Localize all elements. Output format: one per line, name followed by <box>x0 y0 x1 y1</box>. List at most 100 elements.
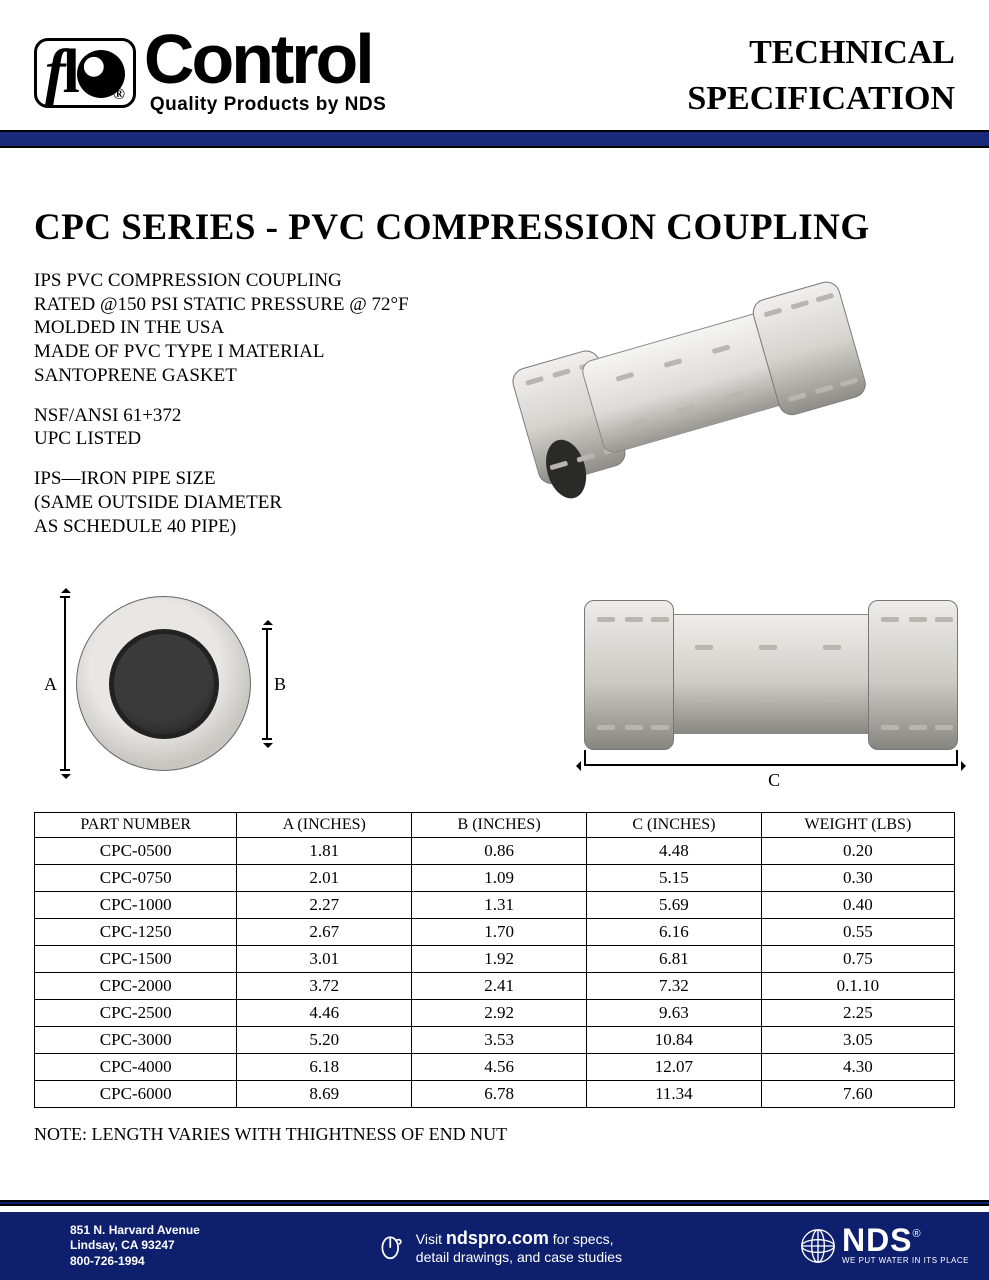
tagline: Quality Products by NDS <box>150 94 386 116</box>
mouse-icon <box>378 1232 406 1260</box>
col-header: A (INCHES) <box>237 813 412 838</box>
table-row: CPC-15003.011.926.810.75 <box>35 946 955 973</box>
col-header: PART NUMBER <box>35 813 237 838</box>
table-cell: 9.63 <box>586 1000 761 1027</box>
table-row: CPC-12502.671.706.160.55 <box>35 919 955 946</box>
col-header: WEIGHT (LBS) <box>761 813 954 838</box>
table-cell: CPC-1000 <box>35 892 237 919</box>
table-cell: CPC-2500 <box>35 1000 237 1027</box>
table-cell: 4.48 <box>586 838 761 865</box>
nds-logo: NDS® WE PUT WATER IN ITS PLACE <box>800 1228 969 1265</box>
control-word: Control <box>144 30 386 90</box>
table-row: CPC-10002.271.315.690.40 <box>35 892 955 919</box>
table-cell: 2.27 <box>237 892 412 919</box>
end-view-diagram: A B <box>34 574 270 794</box>
table-cell: 4.56 <box>412 1054 587 1081</box>
dim-c: C <box>768 770 780 791</box>
table-cell: 5.69 <box>586 892 761 919</box>
table-cell: 2.67 <box>237 919 412 946</box>
table-cell: 11.34 <box>586 1081 761 1108</box>
footer-address: 851 N. Harvard Avenue Lindsay, CA 93247 … <box>70 1223 200 1270</box>
visit-post1: for specs, <box>553 1231 614 1247</box>
table-cell: 0.30 <box>761 865 954 892</box>
nds-reg: ® <box>913 1228 921 1240</box>
footer-visit: Visit ndspro.com for specs, detail drawi… <box>378 1228 622 1265</box>
visit-pre: Visit <box>416 1231 442 1247</box>
spec-block-3: IPS—IRON PIPE SIZE (SAME OUTSIDE DIAMETE… <box>34 467 454 538</box>
header: fl ® Control Quality Products by NDS TEC… <box>34 30 955 122</box>
logo-block: fl ® Control Quality Products by NDS <box>34 30 386 116</box>
table-cell: 2.41 <box>412 973 587 1000</box>
table-cell: 0.86 <box>412 838 587 865</box>
dim-b: B <box>274 674 286 695</box>
doc-title-line2: SPECIFICATION <box>687 76 955 122</box>
table-cell: 1.81 <box>237 838 412 865</box>
addr-line2: Lindsay, CA 93247 <box>70 1238 200 1254</box>
table-cell: CPC-1250 <box>35 919 237 946</box>
table-cell: 8.69 <box>237 1081 412 1108</box>
table-row: CPC-30005.203.5310.843.05 <box>35 1027 955 1054</box>
table-row: CPC-20003.722.417.320.1.10 <box>35 973 955 1000</box>
table-cell: CPC-6000 <box>35 1081 237 1108</box>
table-cell: 10.84 <box>586 1027 761 1054</box>
table-cell: 4.46 <box>237 1000 412 1027</box>
nds-tagline: WE PUT WATER IN ITS PLACE <box>842 1256 969 1265</box>
registered-mark: ® <box>113 88 125 102</box>
table-cell: 0.1.10 <box>761 973 954 1000</box>
globe-icon <box>800 1228 836 1264</box>
table-row: CPC-60008.696.7811.347.60 <box>35 1081 955 1108</box>
table-row: CPC-05001.810.864.480.20 <box>35 838 955 865</box>
table-note: NOTE: LENGTH VARIES WITH THIGHTNESS OF E… <box>34 1124 955 1145</box>
table-cell: 6.18 <box>237 1054 412 1081</box>
table-cell: CPC-3000 <box>35 1027 237 1054</box>
col-header: C (INCHES) <box>586 813 761 838</box>
table-cell: 7.60 <box>761 1081 954 1108</box>
product-iso-photo <box>478 269 878 529</box>
table-cell: 3.53 <box>412 1027 587 1054</box>
table-cell: CPC-4000 <box>35 1054 237 1081</box>
addr-line3: 800-726-1994 <box>70 1254 200 1270</box>
table-cell: 3.72 <box>237 973 412 1000</box>
table-cell: 0.55 <box>761 919 954 946</box>
table-cell: 1.09 <box>412 865 587 892</box>
footer: 851 N. Harvard Avenue Lindsay, CA 93247 … <box>0 1200 989 1280</box>
table-cell: 5.15 <box>586 865 761 892</box>
side-view-diagram: C <box>578 584 955 794</box>
table-cell: CPC-1500 <box>35 946 237 973</box>
table-cell: 2.01 <box>237 865 412 892</box>
table-row: CPC-07502.011.095.150.30 <box>35 865 955 892</box>
table-cell: CPC-2000 <box>35 973 237 1000</box>
table-cell: 0.75 <box>761 946 954 973</box>
table-cell: 12.07 <box>586 1054 761 1081</box>
table-cell: 0.20 <box>761 838 954 865</box>
flo-logo: fl ® <box>34 38 136 108</box>
table-cell: CPC-0750 <box>35 865 237 892</box>
table-cell: 5.20 <box>237 1027 412 1054</box>
table-cell: 2.25 <box>761 1000 954 1027</box>
table-row: CPC-25004.462.929.632.25 <box>35 1000 955 1027</box>
doc-title-line1: TECHNICAL <box>687 30 955 76</box>
visit-url: ndspro.com <box>446 1228 549 1248</box>
table-cell: 6.81 <box>586 946 761 973</box>
table-cell: CPC-0500 <box>35 838 237 865</box>
table-cell: 6.78 <box>412 1081 587 1108</box>
spec-block-2: NSF/ANSI 61+372 UPC LISTED <box>34 404 454 452</box>
table-cell: 7.32 <box>586 973 761 1000</box>
addr-line1: 851 N. Harvard Avenue <box>70 1223 200 1239</box>
table-cell: 1.31 <box>412 892 587 919</box>
table-cell: 4.30 <box>761 1054 954 1081</box>
table-cell: 1.70 <box>412 919 587 946</box>
visit-post2: detail drawings, and case studies <box>416 1249 622 1265</box>
divider-bar <box>0 130 989 148</box>
doc-title: TECHNICAL SPECIFICATION <box>687 30 955 122</box>
spec-block-1: IPS PVC COMPRESSION COUPLING RATED @150 … <box>34 269 454 388</box>
dim-a: A <box>44 674 57 695</box>
spec-table: PART NUMBERA (INCHES)B (INCHES)C (INCHES… <box>34 812 955 1108</box>
table-cell: 1.92 <box>412 946 587 973</box>
table-cell: 2.92 <box>412 1000 587 1027</box>
table-cell: 6.16 <box>586 919 761 946</box>
table-cell: 3.05 <box>761 1027 954 1054</box>
spec-text: IPS PVC COMPRESSION COUPLING RATED @150 … <box>34 269 454 555</box>
nds-text: NDS <box>842 1222 913 1258</box>
table-cell: 0.40 <box>761 892 954 919</box>
